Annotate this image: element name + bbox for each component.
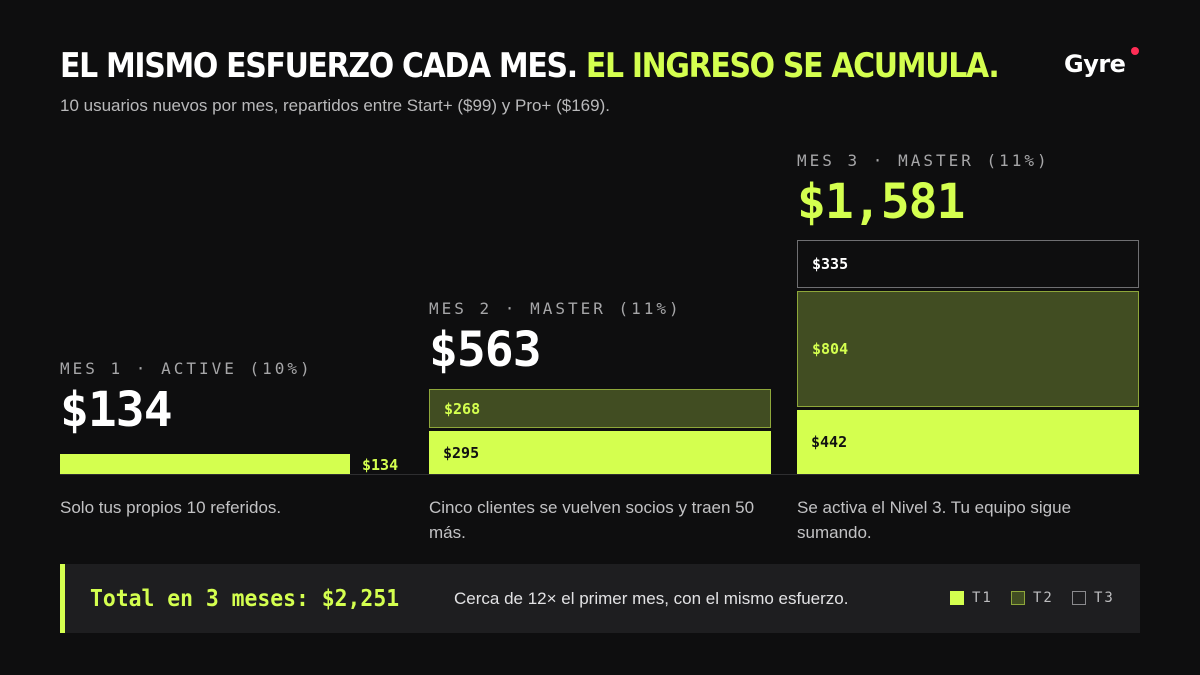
month-1-description: Solo tus propios 10 referidos. [60,498,282,517]
bar-label-month-3-t1: $442 [811,433,848,451]
page-title: EL MISMO ESFUERZO CADA MES. EL INGRESO S… [60,46,1000,86]
footer-total: Total en 3 meses: $2,251 [90,586,400,612]
logo-dot-icon [1131,47,1139,55]
month-1-total: $134 [60,382,173,438]
legend-swatch-t3 [1072,591,1086,605]
title-highlight: EL INGRESO SE ACUMULA. [585,46,1000,86]
legend-swatch-t1 [950,591,964,605]
bar-segment-month-3-t3: $335 [797,240,1139,288]
bar-label-month-3-t3: $335 [812,255,849,273]
bar-segment-month-2-t2: $268 [429,389,771,428]
month-2-description: Cinco clientes se vuelven socios y traen… [429,498,755,542]
title-main: EL MISMO ESFUERZO CADA MES. [60,46,578,86]
legend-item-t1: T1 [950,590,993,606]
page-subtitle: 10 usuarios nuevos por mes, repartidos e… [60,96,610,115]
bar-segment-month-1-t1 [60,454,350,474]
month-3-total: $1,581 [797,174,965,230]
bar-segment-month-2-t1: $295 [429,431,771,474]
bar-label-month-2-t2: $268 [444,399,481,418]
chart-baseline [60,474,1140,475]
month-3-label: MES 3 · MASTER (11%) [797,151,1050,170]
legend-label-t3: T3 [1094,590,1115,606]
legend-label-t1: T1 [972,590,993,606]
legend-label-t2: T2 [1033,590,1054,606]
gyre-logo: Gyre [1064,50,1126,78]
footer-accent-bar [60,564,65,633]
bar-label-month-1-t1: $134 [362,456,399,474]
legend-item-t2: T2 [1011,590,1054,606]
footer-note: Cerca de 12× el primer mes, con el mismo… [454,589,849,608]
legend-swatch-t2 [1011,591,1025,605]
bar-segment-month-3-t2: $804 [797,291,1139,407]
summary-footer: Total en 3 meses: $2,251 Cerca de 12× el… [60,564,1140,633]
bar-label-month-3-t2: $804 [812,340,849,358]
bar-segment-month-3-t1: $442 [797,410,1139,474]
bar-label-month-2-t1: $295 [443,443,480,462]
month-3-description: Se activa el Nivel 3. Tu equipo sigue su… [797,498,1072,542]
legend-item-t3: T3 [1072,590,1115,606]
month-1-label: MES 1 · ACTIVE (10%) [60,359,313,378]
month-2-label: MES 2 · MASTER (11%) [429,299,682,318]
month-2-total: $563 [429,322,542,378]
